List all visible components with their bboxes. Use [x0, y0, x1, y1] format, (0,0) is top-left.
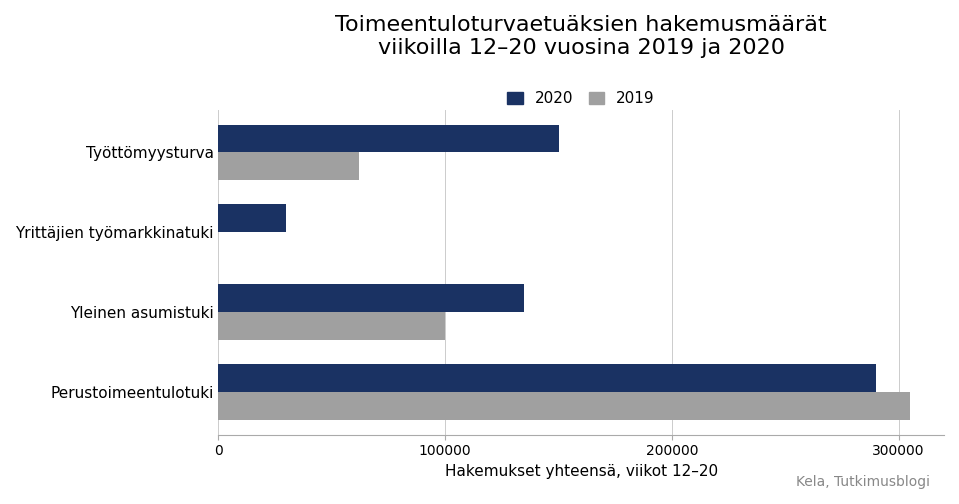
Bar	[219, 284, 525, 312]
Bar	[219, 153, 359, 180]
Bar	[219, 312, 445, 340]
Legend: 2020, 2019: 2020, 2019	[507, 91, 655, 106]
Bar	[219, 204, 287, 232]
Text: Kela, Tutkimusblogi: Kela, Tutkimusblogi	[796, 475, 930, 489]
X-axis label: Hakemukset yhteensä, viikot 12–20: Hakemukset yhteensä, viikot 12–20	[445, 464, 717, 479]
Bar	[219, 392, 910, 420]
Bar	[219, 124, 558, 153]
Bar	[219, 364, 876, 392]
Title: Toimeentuloturvaetuäksien hakemusmäärät
viikoilla 12–20 vuosina 2019 ja 2020: Toimeentuloturvaetuäksien hakemusmäärät …	[336, 15, 827, 58]
